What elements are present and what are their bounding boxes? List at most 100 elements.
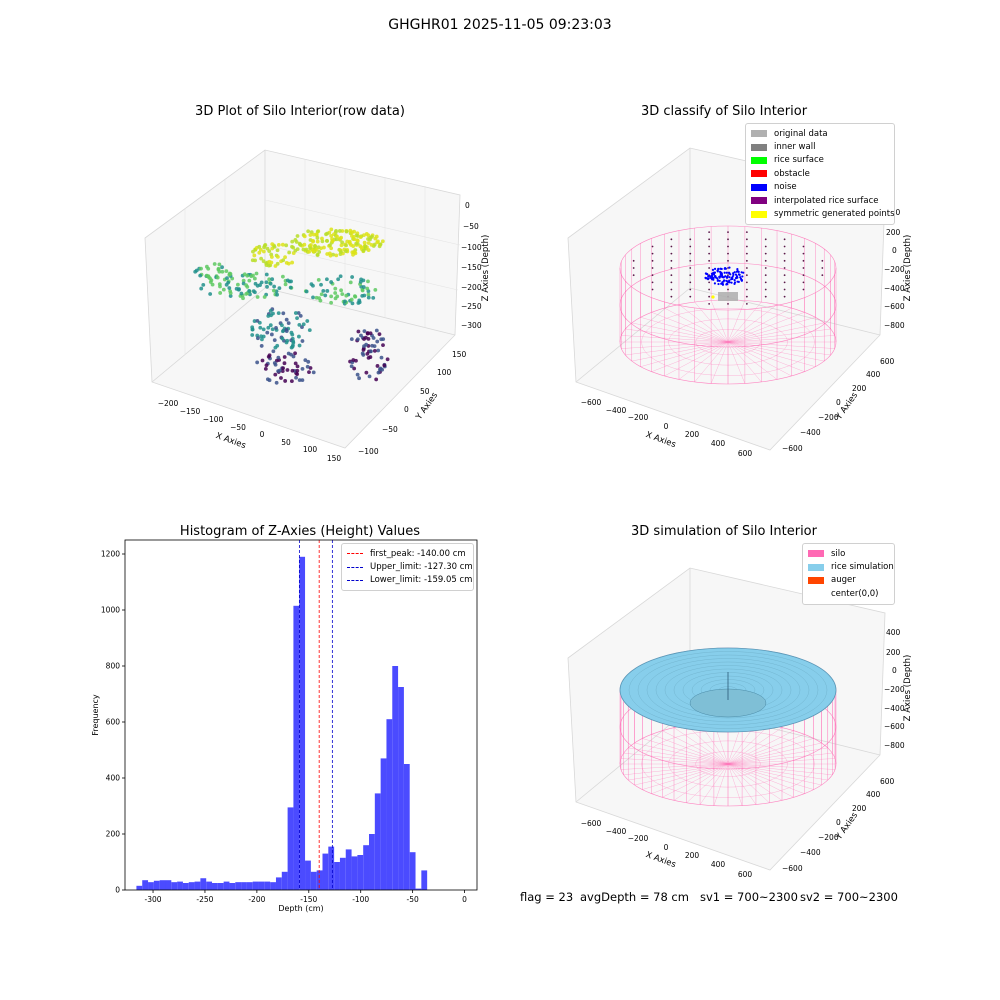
silo-floor-spoke (727, 341, 746, 384)
panel2-zlabel: Z Axies (Depth) (903, 235, 913, 302)
raw-data-point (378, 366, 383, 371)
legend-entry-auger: auger (808, 574, 889, 587)
raw-data-point (374, 377, 379, 382)
raw-data-point (306, 229, 311, 234)
raw-data-point (311, 239, 315, 244)
raw-data-point (271, 349, 276, 354)
raw-data-point (280, 274, 285, 279)
raw-data-point (367, 374, 372, 379)
panel4-ytick: −200 (818, 833, 839, 842)
histogram-bar (316, 870, 323, 890)
raw-data-point (366, 292, 371, 297)
noise-point (727, 271, 731, 274)
noise-point (728, 281, 731, 284)
interpolated-point (727, 288, 729, 291)
raw-data-point (273, 372, 278, 377)
legend-swatch (751, 197, 767, 205)
raw-data-point (239, 291, 244, 296)
panel1-zlabel: Z Axies (Depth) (481, 235, 491, 302)
silo-floor-spoke (623, 763, 729, 776)
raw-data-point (228, 291, 233, 296)
raw-data-point (303, 358, 308, 363)
raw-data-point (376, 239, 380, 244)
silo-floor-spoke (640, 341, 729, 367)
raw-data-point (289, 352, 293, 357)
raw-data-point (361, 285, 366, 289)
histogram-bar (165, 880, 172, 890)
raw-data-point (272, 284, 277, 289)
panel2-ytick: −400 (800, 428, 821, 437)
raw-data-point (322, 245, 326, 250)
legend-entry-lower-limit: Lower_limit: -159.05 cm (347, 574, 472, 587)
histogram-bar (159, 880, 166, 890)
noise-point (723, 271, 726, 274)
legend-entry-original-data: original data (751, 127, 889, 140)
noise-point (707, 275, 710, 278)
raw-data-point (293, 311, 298, 315)
noise-point (728, 276, 731, 279)
silo-floor-spoke (727, 341, 816, 367)
raw-data-point (349, 337, 354, 342)
interpolated-point (689, 295, 692, 298)
histogram-ylabel: Frequency (91, 694, 100, 736)
raw-data-point (311, 295, 315, 300)
raw-data-point (374, 328, 379, 333)
raw-data-point (348, 280, 353, 285)
noise-point (725, 279, 728, 282)
panel2-ztick: 200 (886, 228, 901, 237)
raw-data-point (250, 333, 255, 337)
interpolated-point (689, 281, 692, 284)
status-avg-depth: avgDepth = 78 cm (580, 890, 689, 904)
raw-data-point (216, 266, 221, 271)
interpolated-point (821, 267, 824, 269)
interpolated-point (745, 238, 748, 241)
raw-data-point (297, 378, 302, 383)
histogram-bar (264, 881, 271, 890)
raw-data-point (325, 231, 329, 236)
histogram-bar (258, 881, 265, 890)
interpolated-point (783, 295, 786, 298)
interpolated-point (708, 302, 711, 305)
raw-data-point (293, 238, 298, 242)
raw-data-point (300, 367, 305, 371)
raw-data-point (285, 368, 290, 372)
raw-data-point (218, 291, 223, 295)
silo-floor-spoke (699, 763, 729, 805)
silo-floor-spoke (631, 341, 729, 362)
noise-point (739, 277, 743, 280)
silo-floor-ring (695, 751, 761, 777)
raw-data-point (338, 274, 343, 279)
noise-point (713, 271, 716, 274)
histogram-bar (380, 758, 387, 890)
raw-data-point (333, 291, 338, 295)
raw-data-point (335, 294, 340, 299)
raw-data-point (198, 273, 203, 278)
raw-data-point (339, 243, 344, 248)
raw-data-point (315, 239, 320, 244)
raw-data-point (295, 234, 300, 238)
raw-data-point (277, 368, 282, 373)
raw-data-point (366, 295, 371, 300)
interpolated-point (745, 281, 748, 284)
raw-data-point (351, 358, 356, 362)
panel3-histogram: -300 -250 -200 -150 -100 -50 0 0 200 400 600 800 10… (91, 539, 478, 913)
interpolated-point (764, 281, 767, 284)
histogram-bar (363, 845, 370, 890)
histogram-bar (415, 888, 422, 890)
panel4-ztick: 200 (886, 648, 901, 657)
raw-data-point (320, 236, 324, 241)
legend-entry-center: center(0,0) (808, 587, 889, 600)
panel4-z-ticks: 400 200 0 −200 −400 −600 −800 (884, 628, 905, 750)
noise-point (730, 276, 734, 279)
raw-data-point (319, 282, 323, 287)
silo-floor-spoke (673, 727, 729, 765)
panel1-y-ticks: −100 −50 0 50 100 150 (358, 350, 467, 456)
noise-point (721, 275, 724, 279)
raw-data-point (199, 286, 204, 291)
silo-floor-spoke (634, 742, 729, 765)
raw-data-point (294, 375, 298, 380)
y-tick-label: 1200 (101, 550, 120, 559)
panel1-title: 3D Plot of Silo Interior(row data) (195, 104, 405, 119)
interpolated-point (727, 231, 729, 234)
legend-swatch (808, 550, 824, 558)
